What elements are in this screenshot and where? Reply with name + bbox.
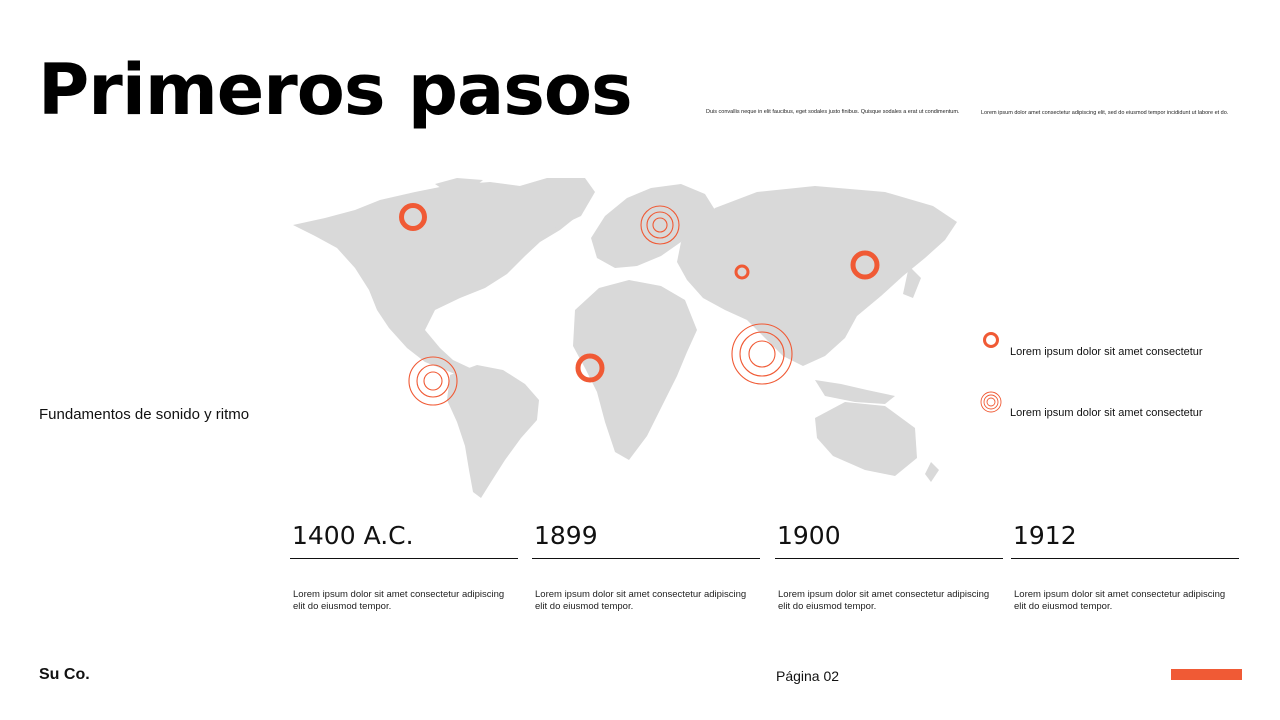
- company-name: Su Co.: [39, 666, 90, 683]
- page-number: Página 02: [776, 668, 840, 684]
- solid-ring-marker: [734, 264, 750, 280]
- map-land: [293, 178, 957, 498]
- concentric-ring-marker: [640, 205, 680, 245]
- timeline-item-3: 1900 Lorem ipsum dolor sit amet consecte…: [775, 520, 1003, 613]
- timeline-text: Lorem ipsum dolor sit amet consectetur a…: [535, 589, 747, 612]
- page-title: Primeros pasos: [38, 49, 633, 131]
- accent-bar: [1171, 669, 1242, 680]
- legend-item-1: Lorem ipsum dolor sit amet consectetur: [980, 322, 1203, 358]
- timeline-year: 1900: [775, 520, 1003, 559]
- timeline-item-2: 1899 Lorem ipsum dolor sit amet consecte…: [532, 520, 760, 613]
- timeline-item-1: 1400 A.C. Lorem ipsum dolor sit amet con…: [290, 520, 518, 613]
- concentric-ring-marker: [731, 323, 793, 385]
- header-note-2: Lorem ipsum dolor amet consectetur adipi…: [981, 110, 1229, 116]
- timeline-year: 1912: [1011, 520, 1239, 559]
- legend-item-2: Lorem ipsum dolor sit amet consectetur: [980, 385, 1203, 419]
- timeline-text: Lorem ipsum dolor sit amet consectetur a…: [293, 589, 505, 612]
- world-map: [293, 178, 957, 498]
- subtitle: Fundamentos de sonido y ritmo: [39, 406, 250, 423]
- solid-ring-icon: [983, 332, 999, 348]
- solid-ring-marker: [575, 353, 605, 383]
- timeline-text: Lorem ipsum dolor sit amet consectetur a…: [778, 589, 990, 612]
- timeline-year: 1899: [532, 520, 760, 559]
- solid-ring-marker: [399, 203, 427, 231]
- legend-label: Lorem ipsum dolor sit amet consectetur: [1010, 407, 1203, 419]
- timeline-text: Lorem ipsum dolor sit amet consectetur a…: [1014, 589, 1226, 612]
- timeline-item-4: 1912 Lorem ipsum dolor sit amet consecte…: [1011, 520, 1239, 613]
- solid-ring-marker: [850, 250, 880, 280]
- header-note-1: Duis convallis neque in elit faucibus, e…: [706, 109, 960, 115]
- timeline-year: 1400 A.C.: [290, 520, 518, 559]
- concentric-rings-icon: [980, 391, 1002, 413]
- concentric-ring-marker: [408, 356, 458, 406]
- legend-label: Lorem ipsum dolor sit amet consectetur: [1010, 346, 1203, 358]
